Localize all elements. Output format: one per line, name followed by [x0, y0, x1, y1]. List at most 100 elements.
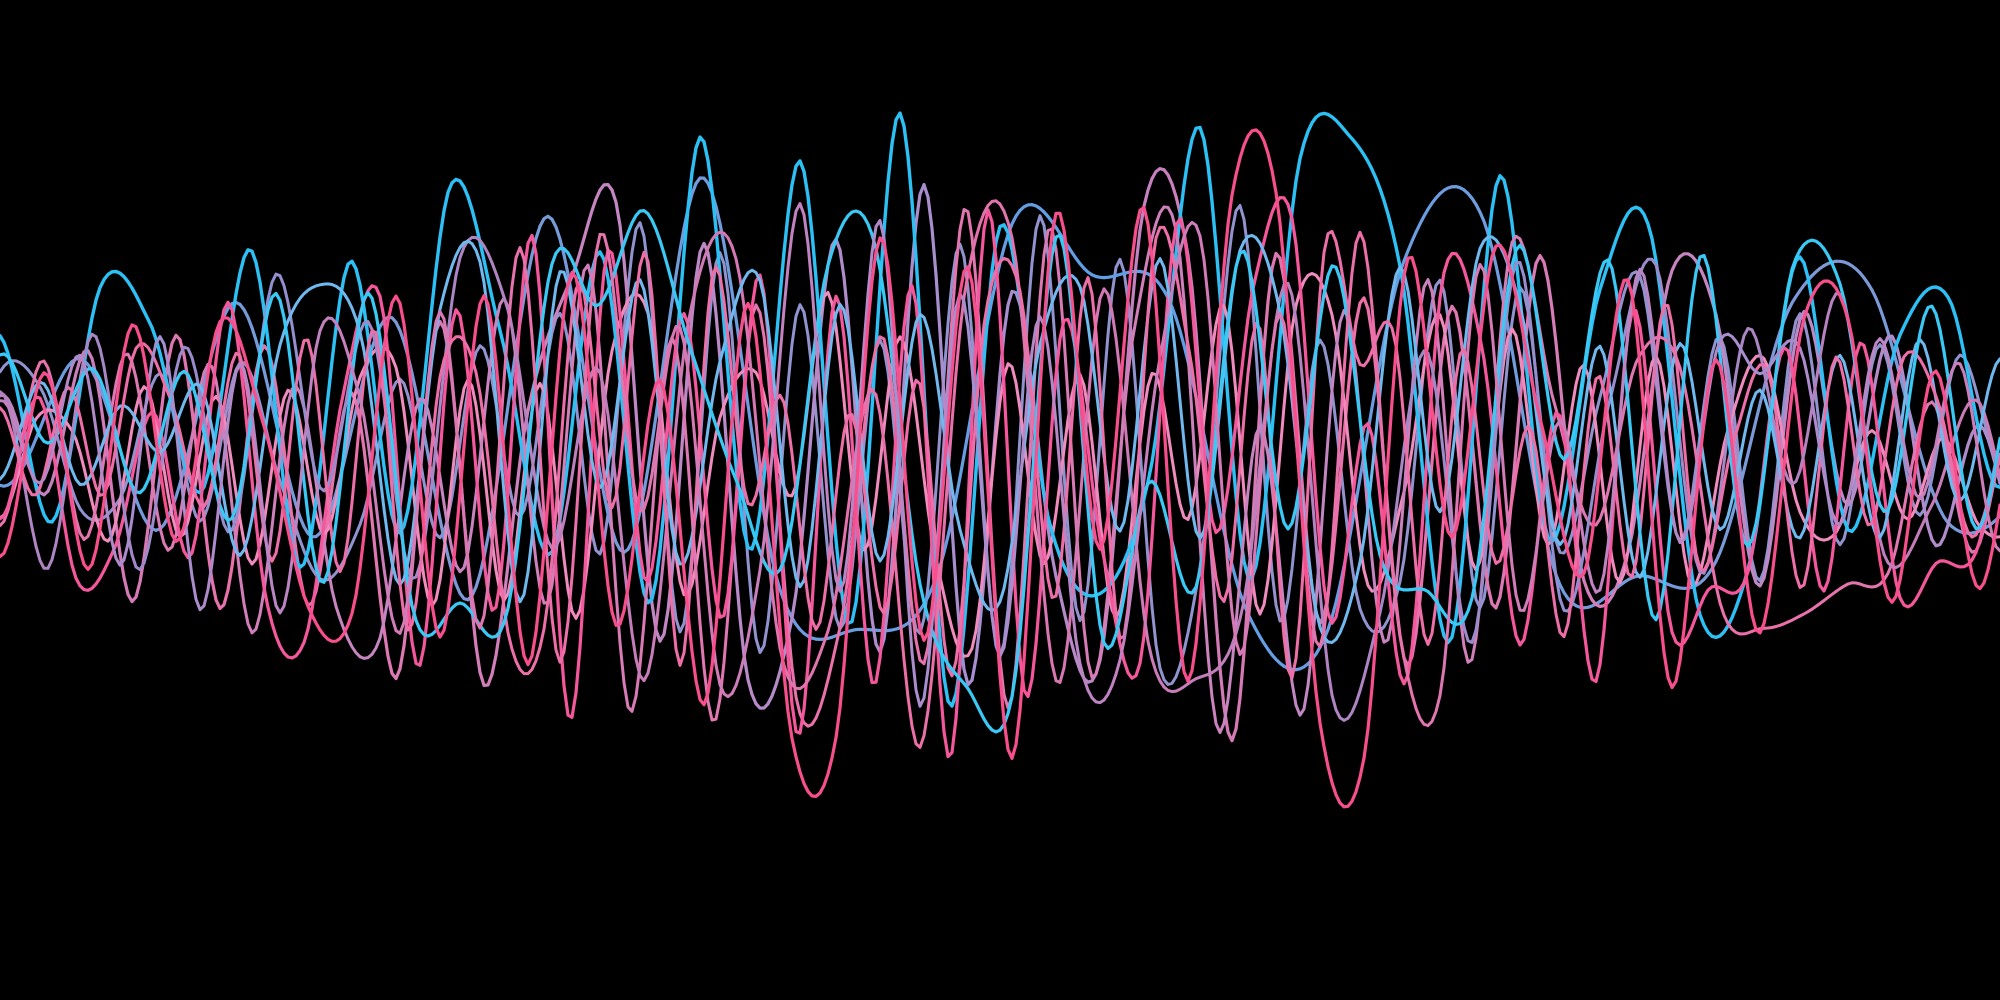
waveform-trace-segment — [118, 551, 134, 604]
waveform-trace-segment — [1426, 278, 1442, 364]
waveform-trace-segment — [862, 345, 878, 431]
waveform-trace-segment — [1414, 706, 1430, 727]
waveform-trace-segment — [1222, 621, 1238, 725]
waveform-trace-segment — [1654, 361, 1670, 483]
waveform-trace-segment — [454, 419, 470, 562]
waveform-trace-segment — [1246, 463, 1262, 577]
waveform-trace-segment — [382, 538, 398, 623]
waveform-trace-segment — [70, 355, 86, 438]
waveform-trace-segment — [286, 486, 302, 590]
waveform-trace-segment — [1810, 264, 1826, 278]
waveform-trace-segment — [658, 300, 674, 389]
waveform-trace-segment — [910, 650, 926, 708]
waveform-trace-segment — [1078, 357, 1094, 506]
waveform-trace-segment — [1666, 330, 1682, 443]
waveform-trace — [0, 128, 2000, 809]
waveform-trace-segment — [82, 505, 98, 541]
waveform-trace-segment — [1834, 500, 1850, 527]
waveform-trace-segment — [958, 208, 974, 239]
waveform-trace-segment — [1282, 608, 1298, 707]
waveform-trace-segment — [790, 683, 806, 691]
waveform-trace-segment — [1882, 552, 1898, 569]
waveform-trace-segment — [1798, 406, 1814, 473]
waveform-trace-segment — [922, 629, 938, 738]
waveform-trace-segment — [1438, 304, 1454, 376]
waveform-trace-segment — [1030, 315, 1046, 354]
waveform-trace-segment — [658, 336, 674, 418]
waveform-trace-segment — [910, 607, 926, 666]
waveform-trace-segment — [802, 213, 818, 341]
waveform-trace-segment — [1354, 230, 1370, 270]
waveform-trace-segment — [346, 391, 362, 447]
waveform-trace-segment — [1762, 369, 1778, 436]
waveform-trace-segment — [994, 199, 1010, 224]
waveform-trace-segment — [1210, 695, 1226, 734]
waveform-trace-segment — [670, 336, 686, 415]
waveform-trace-segment — [886, 626, 902, 633]
waveform-trace-segment — [1954, 403, 1970, 435]
waveform-trace-segment — [598, 232, 614, 280]
waveform-trace-segment — [1882, 547, 1898, 582]
waveform-trace-segment — [1474, 202, 1490, 235]
waveform-trace-segment — [1582, 602, 1598, 610]
waveform-trace-segment — [1678, 366, 1694, 430]
waveform-trace — [0, 111, 2000, 708]
waveform-trace-segment — [838, 508, 854, 593]
waveform-trace-segment — [1654, 263, 1670, 334]
waveform-trace-segment — [1750, 568, 1766, 588]
waveform-trace-segment — [790, 202, 806, 235]
waveform-trace-segment — [1018, 350, 1034, 489]
waveform-trace-segment — [634, 570, 650, 698]
waveform-trace-segment — [598, 183, 614, 192]
waveform-trace-segment — [490, 597, 506, 676]
waveform-trace-segment — [1234, 621, 1250, 656]
waveform-trace-segment — [1606, 417, 1622, 547]
waveform-trace-segment — [1714, 584, 1730, 626]
waveform-trace-segment — [826, 626, 842, 682]
waveform-trace-segment — [178, 465, 194, 578]
waveform-trace-segment — [1942, 361, 1958, 404]
waveform-trace-segment — [1114, 372, 1130, 505]
waveform-trace-segment — [802, 375, 818, 519]
waveform-trace-segment — [262, 272, 278, 325]
waveform-trace-segment — [706, 697, 722, 722]
waveform-trace-segment — [1510, 234, 1526, 251]
waveform-trace-segment — [346, 352, 362, 400]
waveform-trace-segment — [478, 670, 494, 687]
waveform-trace-segment — [1930, 400, 1946, 467]
waveform-trace-segment — [838, 540, 854, 629]
waveform-trace-segment — [814, 629, 830, 666]
waveform-trace-segment — [1978, 464, 1994, 536]
waveform-trace-segment — [1210, 659, 1226, 675]
waveform-trace-segment — [1438, 360, 1454, 522]
waveform-trace-segment — [1102, 274, 1118, 280]
waveform-trace-segment — [430, 367, 446, 484]
waveform-trace-segment — [1330, 433, 1346, 565]
waveform-trace-segment — [490, 378, 506, 546]
waveform-trace-segment — [1198, 234, 1214, 349]
waveform-trace-segment — [190, 574, 206, 612]
waveform-trace-segment — [1426, 192, 1442, 211]
waveform-trace-segment — [1918, 463, 1934, 501]
waveform-trace-segment — [238, 362, 254, 416]
waveform-trace-segment — [154, 335, 170, 365]
waveform-trace-segment — [466, 235, 482, 242]
waveform-trace-segment — [1582, 579, 1598, 607]
waveform-trace-segment — [1810, 399, 1826, 477]
waveform-trace-segment — [1534, 464, 1550, 555]
waveform-trace-segment — [1498, 276, 1514, 386]
waveform-trace-segment — [1354, 429, 1370, 504]
waveform-trace-segment — [0, 233, 2000, 644]
waveform-trace-segment — [394, 610, 410, 681]
waveform-trace-segment — [1234, 490, 1250, 625]
waveform-trace-segment — [1402, 230, 1418, 263]
waveform-trace-segment — [1750, 328, 1766, 373]
waveform-trace-segment — [178, 345, 194, 360]
waveform-trace-segment — [1762, 625, 1778, 630]
waveform-trace-segment — [1330, 370, 1346, 551]
waveform-trace-segment — [70, 353, 86, 368]
waveform-trace-segment — [1966, 388, 1982, 468]
waveform-trace-segment — [1222, 631, 1238, 663]
waveform-trace-segment — [334, 321, 350, 356]
waveform-trace-segment — [1822, 473, 1838, 524]
